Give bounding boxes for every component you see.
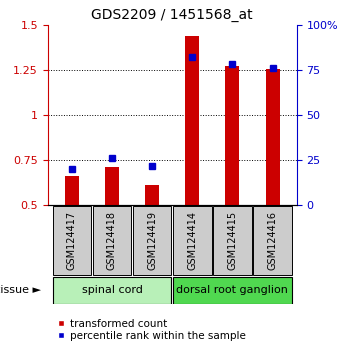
Bar <box>225 66 239 205</box>
Text: GSM124415: GSM124415 <box>227 211 237 270</box>
Bar <box>266 69 280 205</box>
Bar <box>65 176 79 205</box>
Text: dorsal root ganglion: dorsal root ganglion <box>177 285 288 295</box>
Text: tissue ►: tissue ► <box>0 285 41 295</box>
Bar <box>173 277 292 304</box>
Text: spinal cord: spinal cord <box>81 285 143 295</box>
Text: GSM124417: GSM124417 <box>67 211 77 270</box>
Legend: transformed count, percentile rank within the sample: transformed count, percentile rank withi… <box>53 315 250 345</box>
Bar <box>53 206 91 275</box>
Bar <box>53 277 172 304</box>
Bar <box>133 206 172 275</box>
Text: GSM124416: GSM124416 <box>268 211 278 270</box>
Text: GSM124418: GSM124418 <box>107 211 117 270</box>
Text: GSM124419: GSM124419 <box>147 211 157 270</box>
Bar <box>253 206 292 275</box>
Bar <box>213 206 252 275</box>
Bar <box>105 166 119 205</box>
Bar <box>93 206 131 275</box>
Title: GDS2209 / 1451568_at: GDS2209 / 1451568_at <box>91 8 253 22</box>
Text: GSM124414: GSM124414 <box>187 211 197 270</box>
Bar <box>185 36 199 205</box>
Bar <box>173 206 211 275</box>
Bar <box>145 184 159 205</box>
